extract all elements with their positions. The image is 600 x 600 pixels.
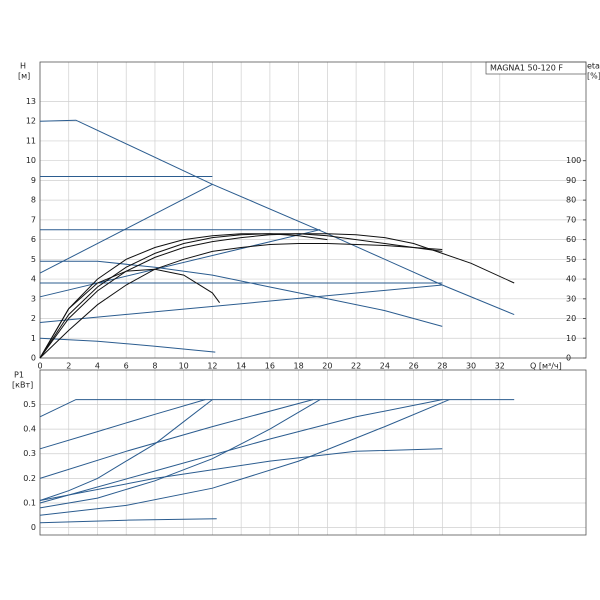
- curve: [39, 337, 216, 353]
- x-tick-label: 14: [236, 362, 246, 371]
- x-tick-label: 26: [408, 362, 418, 371]
- y-tick-label: 8: [31, 196, 36, 205]
- x-tick-label: 32: [495, 362, 505, 371]
- y2-tick-label: 30: [566, 294, 576, 303]
- curve: [39, 399, 314, 479]
- y2-unit: [%]: [587, 72, 600, 81]
- y-tick-label: 0.5: [23, 400, 36, 409]
- y-label: P1: [14, 371, 24, 380]
- curve: [39, 119, 515, 316]
- curve: [40, 260, 443, 327]
- x-label: Q [м³/ч]: [530, 362, 562, 371]
- y-tick-label: 0.2: [23, 474, 36, 483]
- y2-tick-label: 20: [566, 314, 576, 323]
- y-tick-label: 10: [26, 156, 36, 165]
- y-tick-label: 6: [31, 235, 36, 244]
- x-tick-label: 16: [265, 362, 275, 371]
- y2-tick-label: 80: [566, 196, 576, 205]
- y2-label: eta: [587, 62, 600, 71]
- curve: [39, 399, 450, 516]
- y2-tick-label: 40: [566, 275, 576, 284]
- x-tick-label: 0: [37, 362, 42, 371]
- y-label: H: [20, 62, 26, 71]
- curve: [39, 399, 443, 504]
- plot-frame: [39, 61, 587, 359]
- y-tick-label: 0.1: [23, 498, 36, 507]
- y2-tick-label: 100: [566, 156, 581, 165]
- chart-title: MAGNA1 50-120 F: [490, 64, 563, 73]
- x-tick-label: 8: [152, 362, 157, 371]
- y2-tick-label: 50: [566, 255, 576, 264]
- curve: [39, 233, 515, 359]
- y-unit: [кВт]: [12, 381, 33, 390]
- y-tick-label: 4: [31, 275, 36, 284]
- y-tick-label: 12: [26, 117, 36, 126]
- y-tick-label: 0: [31, 354, 36, 363]
- y2-tick-label: 10: [566, 334, 576, 343]
- y-unit: [м]: [18, 72, 30, 81]
- y-tick-label: 0.4: [23, 425, 36, 434]
- curve: [39, 399, 206, 450]
- curve: [39, 268, 221, 359]
- y-tick-label: 2: [31, 314, 36, 323]
- curve: [39, 399, 515, 418]
- x-tick-label: 18: [294, 362, 304, 371]
- x-tick-label: 22: [351, 362, 361, 371]
- y-tick-label: 11: [26, 136, 36, 145]
- curve: [39, 243, 443, 359]
- y-tick-label: 5: [31, 255, 36, 264]
- x-tick-label: 20: [322, 362, 332, 371]
- curve: [39, 229, 321, 298]
- curve: [39, 183, 213, 274]
- curve: [39, 448, 443, 501]
- x-tick-label: 24: [380, 362, 390, 371]
- y-tick-label: 0.3: [23, 449, 36, 458]
- curve: [39, 518, 217, 524]
- y-tick-label: 3: [31, 294, 36, 303]
- curve: [39, 233, 328, 359]
- curve: [39, 233, 443, 359]
- curve: [39, 399, 213, 501]
- x-tick-label: 28: [437, 362, 447, 371]
- y-tick-label: 0: [31, 523, 36, 532]
- x-tick-label: 10: [179, 362, 189, 371]
- y-tick-label: 9: [31, 176, 36, 185]
- y-tick-label: 7: [31, 215, 36, 224]
- x-tick-label: 30: [466, 362, 476, 371]
- y-tick-label: 13: [26, 97, 36, 106]
- curve: [39, 284, 443, 323]
- plot-frame: [39, 369, 587, 536]
- y2-tick-label: 60: [566, 235, 576, 244]
- y2-tick-label: 90: [566, 176, 576, 185]
- y2-tick-label: 70: [566, 215, 576, 224]
- curve: [39, 399, 321, 509]
- x-tick-label: 4: [95, 362, 100, 371]
- x-tick-label: 2: [66, 362, 71, 371]
- x-tick-label: 12: [207, 362, 217, 371]
- x-tick-label: 6: [124, 362, 129, 371]
- y-tick-label: 1: [31, 334, 36, 343]
